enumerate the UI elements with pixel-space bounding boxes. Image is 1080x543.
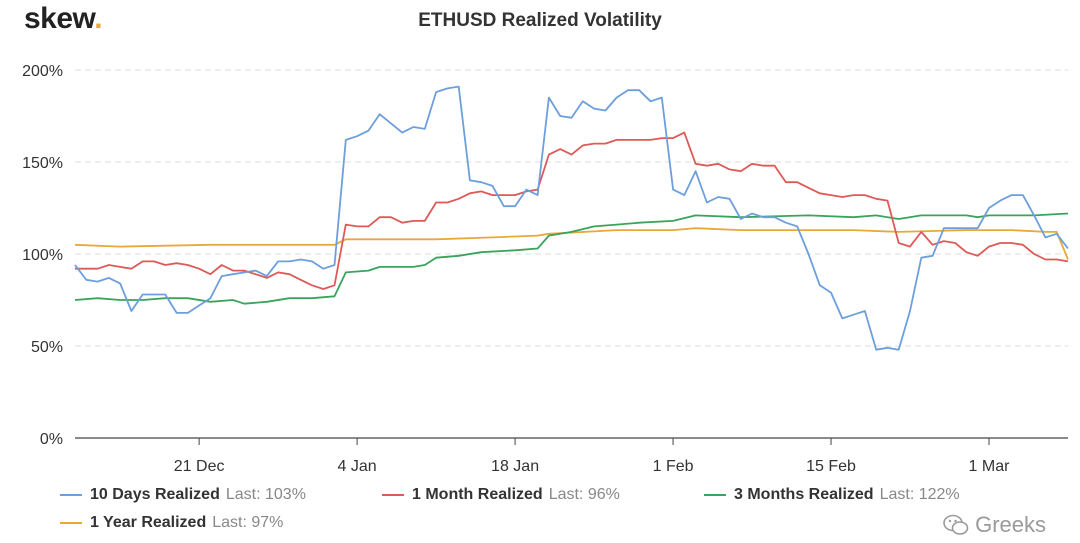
chart-title: ETHUSD Realized Volatility (418, 10, 662, 31)
series-line-3-months-realized (74, 212, 1069, 305)
series-line-10-days-realized (74, 85, 1069, 351)
x-tick-label: 1 Feb (653, 458, 694, 475)
x-tick-label: 1 Mar (969, 458, 1011, 475)
legend-label: 3 Months Realized (734, 486, 874, 503)
y-tick-label: 50% (31, 339, 63, 356)
legend-item-10-days[interactable]: 10 Days Realized Last: 103% (60, 486, 306, 504)
legend-last-value: Last: 97% (212, 514, 284, 531)
legend-last-value: Last: 122% (879, 486, 960, 503)
legend-last-value: Last: 103% (225, 486, 306, 503)
series-lines (74, 85, 1069, 351)
wechat-icon (943, 514, 969, 535)
y-tick-label: 100% (22, 247, 63, 264)
greeks-watermark: Greeks (943, 512, 1046, 538)
y-tick-label: 150% (22, 155, 63, 172)
x-tick-label: 4 Jan (338, 458, 377, 475)
series-line-1-year-realized (74, 227, 1069, 260)
y-axis: 0% 50% 100% 150% 200% (22, 63, 63, 448)
legend-item-1-month[interactable]: 1 Month Realized Last: 96% (382, 486, 620, 504)
grid-lines (75, 69, 1068, 347)
y-tick-label: 200% (22, 63, 63, 80)
legend-last-value: Last: 96% (548, 486, 620, 503)
series-line-1-month-realized (75, 131, 1069, 290)
skew-logo: skew. (24, 2, 103, 36)
legend-item-3-months[interactable]: 3 Months Realized Last: 122% (704, 486, 960, 504)
x-tick-label: 18 Jan (491, 458, 539, 475)
legend-label: 1 Month Realized (412, 486, 543, 503)
legend-label: 10 Days Realized (90, 486, 220, 503)
legend-swatch (382, 494, 404, 496)
x-tick-label: 15 Feb (806, 458, 856, 475)
x-axis: 21 Dec 4 Jan 18 Jan 1 Feb 15 Feb 1 Mar (75, 437, 1068, 475)
logo-dot: . (94, 2, 103, 35)
x-tick-label: 21 Dec (174, 458, 225, 475)
legend-item-1-year[interactable]: 1 Year Realized Last: 97% (60, 514, 283, 532)
y-tick-label: 0% (40, 431, 63, 448)
legend-swatch (60, 494, 82, 496)
legend-swatch (60, 522, 82, 524)
legend-swatch (704, 494, 726, 496)
logo-text: skew (24, 2, 95, 35)
watermark-text: Greeks (975, 512, 1046, 537)
legend-label: 1 Year Realized (90, 514, 207, 531)
